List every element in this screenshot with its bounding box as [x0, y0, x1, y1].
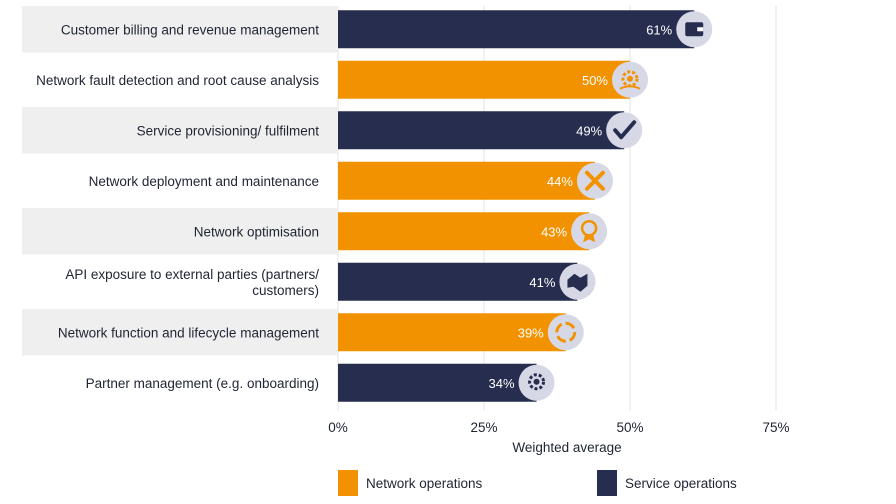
- value-label: 34%: [489, 376, 515, 391]
- tick-label: 25%: [470, 420, 497, 435]
- category-label: API exposure to external parties (partne…: [65, 267, 319, 298]
- row-band: [22, 6, 338, 53]
- bar-chart: Customer billing and revenue management 6…: [22, 6, 790, 455]
- row-band: [22, 107, 338, 154]
- x-axis-title: Weighted average: [512, 440, 621, 455]
- value-label: 49%: [576, 123, 602, 138]
- award-ribbon-icon: [571, 213, 608, 250]
- row-band: [22, 208, 338, 255]
- icon-glyph: [567, 273, 588, 292]
- tick-label: 0%: [328, 420, 348, 435]
- category-label-line: Service provisioning/ fulfilment: [137, 123, 320, 138]
- category-label-line: Network fault detection and root cause a…: [36, 73, 319, 88]
- row-band: [22, 309, 338, 356]
- category-label: Network deployment and maintenance: [89, 174, 319, 189]
- category-label-line: API exposure to external parties (partne…: [65, 267, 319, 282]
- bar: [338, 60, 630, 99]
- value-label: 61%: [646, 22, 672, 37]
- checkmark-icon: [606, 112, 643, 149]
- category-label: Service provisioning/ fulfilment: [137, 123, 320, 138]
- bar: [338, 161, 595, 200]
- category-label-line: Network deployment and maintenance: [89, 174, 319, 189]
- category-label-line: Network optimisation: [194, 224, 319, 239]
- icon-glyph: [619, 70, 641, 90]
- legend-label-network: Network operations: [366, 475, 483, 491]
- category-label-line: customers): [252, 283, 319, 298]
- icon-glyph: [685, 22, 704, 37]
- category-label: Network optimisation: [194, 224, 319, 239]
- legend-swatch-network: [338, 470, 358, 496]
- icon-glyph: [584, 170, 605, 191]
- category-label: Network fault detection and root cause a…: [36, 73, 319, 88]
- legend-label-service: Service operations: [625, 475, 737, 491]
- bar: [338, 212, 590, 251]
- cycle-arrows-icon: [547, 314, 584, 351]
- bar: [338, 313, 566, 352]
- value-label: 50%: [582, 73, 608, 88]
- bar: [338, 111, 625, 150]
- icon-glyph: [613, 120, 637, 140]
- value-label: 44%: [547, 174, 573, 189]
- icon-glyph: [528, 373, 546, 391]
- legend-item-service-operations: Service operations: [597, 470, 737, 496]
- legend-item-network-operations: Network operations: [338, 470, 482, 496]
- category-label-line: Network function and lifecycle managemen…: [58, 325, 319, 340]
- bar: [338, 10, 695, 49]
- icon-glyph: [580, 220, 598, 243]
- bar: [338, 363, 537, 402]
- category-label-line: Customer billing and revenue management: [61, 22, 319, 37]
- value-label: 43%: [541, 224, 567, 239]
- icon-glyph: [555, 321, 577, 343]
- category-label: Partner management (e.g. onboarding): [86, 376, 319, 391]
- tick-label: 50%: [616, 420, 643, 435]
- value-label: 39%: [518, 325, 544, 340]
- category-label-line: Partner management (e.g. onboarding): [86, 376, 319, 391]
- tick-label: 75%: [762, 420, 789, 435]
- category-label: Network function and lifecycle managemen…: [58, 325, 319, 340]
- value-label: 41%: [529, 275, 555, 290]
- category-label: Customer billing and revenue management: [61, 22, 319, 37]
- legend-swatch-service: [597, 470, 617, 496]
- bar: [338, 262, 578, 301]
